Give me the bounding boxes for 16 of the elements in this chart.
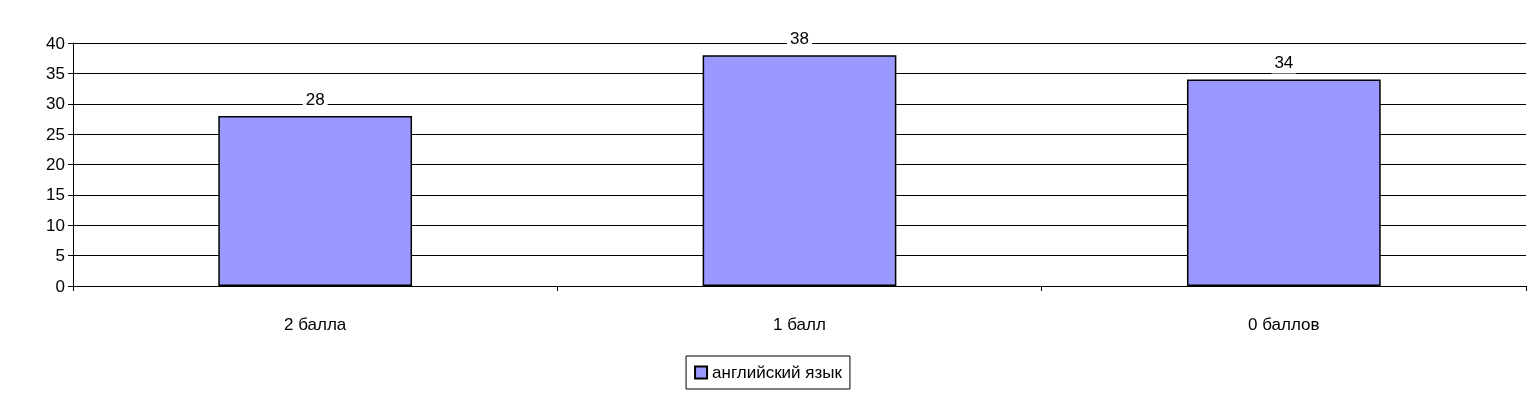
x-tick-label: 1 балл [773, 315, 826, 334]
y-tick-label: 25 [46, 124, 65, 144]
y-tick-label: 40 [46, 33, 65, 53]
data-label: 38 [790, 29, 809, 49]
x-tick-label: 0 баллов [1248, 315, 1320, 334]
y-tick-label: 15 [46, 185, 65, 205]
data-label: 34 [1274, 53, 1294, 73]
y-tick-label: 20 [46, 155, 65, 174]
legend-label: английский язык [712, 363, 843, 382]
y-tick-label: 35 [46, 63, 65, 83]
y-tick-label: 30 [46, 94, 65, 114]
y-tick-label: 10 [46, 215, 65, 235]
x-tick-label: 2 балла [284, 315, 347, 334]
data-label: 28 [305, 89, 325, 109]
y-tick-label: 0 [55, 276, 65, 296]
y-tick-label: 5 [55, 246, 65, 266]
